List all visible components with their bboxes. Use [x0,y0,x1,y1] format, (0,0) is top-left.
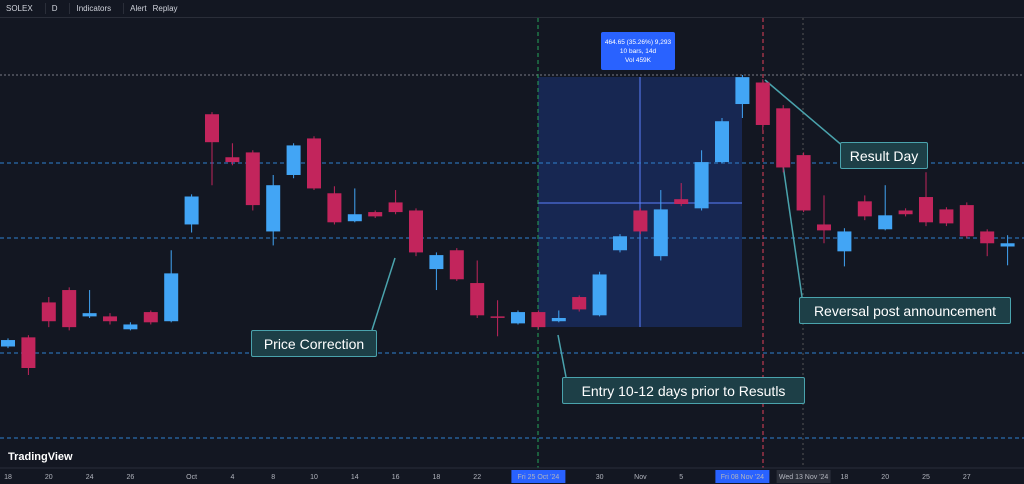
candle-body [837,231,852,252]
x-tick-label: Fri 25 Oct '24 [518,474,560,481]
candle-body [694,162,709,209]
x-tick-highlight [511,470,566,483]
candle-body [205,114,219,143]
candle-body [123,324,138,330]
candle-body [286,145,301,175]
candle-body [307,138,321,189]
callout-pointer [764,79,845,148]
x-tick-label: Nov [634,474,647,481]
candle-body [755,82,770,125]
annotation: Entry 10-12 days prior to Resutls [562,377,805,404]
x-tick-label: 20 [45,474,53,481]
candle-body [368,212,383,217]
x-tick-label: 24 [86,474,94,481]
candle-body [1,340,15,347]
candle-body [572,297,587,310]
x-tick-label: 30 [596,474,604,481]
callout-pointer [557,334,567,378]
symbol[interactable]: SOLEX [6,4,33,13]
alert-button[interactable]: Alert [130,4,147,13]
candle-body [62,290,77,328]
candle-body [347,214,362,222]
x-tick-label: Wed 13 Nov '24 [779,474,829,481]
separator [123,3,125,14]
candle-body [1000,243,1015,247]
callout-pointer [371,257,396,331]
x-tick-label: 18 [4,474,12,481]
x-tick-label: 26 [127,474,135,481]
candle-body [898,210,913,215]
candle-body [919,197,933,223]
candle-body [327,193,342,223]
x-tick-label: Oct [186,474,197,481]
candle-body [184,196,199,225]
candle-body [653,209,668,257]
candle-body [939,209,954,224]
measure-text: 464.65 (35.26%) 9,293 [604,38,672,46]
candle-body [817,224,831,231]
x-tick-label: 18 [433,474,441,481]
candle-body [409,210,423,253]
candle-body [715,121,729,163]
separator [44,3,46,14]
candle-body [41,302,56,322]
x-tick-highlight [715,470,770,483]
candle-body [633,210,648,232]
candle-body [796,155,811,211]
annotation: Result Day [840,142,928,169]
x-tick-label: 5 [679,474,683,481]
candle-body [470,283,485,316]
x-tick-label: 18 [841,474,849,481]
candle-body [857,201,872,217]
x-tick-label: 22 [473,474,481,481]
candle-body [103,316,117,322]
candle-body [143,312,158,323]
candle-body [959,205,974,237]
candle-body [490,316,505,318]
x-tick-label: 16 [392,474,400,481]
candle-body [449,250,464,280]
logo: TradingView [8,451,73,463]
candle-body [429,255,444,270]
measure-text: Vol 459K [624,56,652,64]
candle-body [735,77,750,105]
toolbar: SOLEX D Indicators Alert Replay [0,0,1024,18]
candle-body [980,231,995,244]
x-tick-label: Fri 08 Nov '24 [721,474,764,481]
annotation: Reversal post announcement [799,297,1011,324]
interval[interactable]: D [51,4,58,13]
x-tick-label: 4 [230,474,234,481]
candle-body [82,313,97,317]
candle-body [164,273,179,322]
x-tick-highlight [776,470,831,483]
replay-button[interactable]: Replay [152,4,178,13]
callout-pointer [782,164,803,298]
candle-body [245,152,260,206]
x-tick-label: 10 [310,474,318,481]
candle-body [266,185,281,232]
candle-body [225,157,240,163]
candle-body [531,312,546,328]
annotation: Price Correction [251,330,377,357]
x-tick-label: 20 [881,474,889,481]
x-tick-label: 14 [351,474,359,481]
measure-text: 10 bars, 14d [619,47,657,55]
candle-body [674,199,689,205]
x-tick-label: 8 [271,474,275,481]
candle-body [551,318,566,322]
x-tick-label: 27 [963,474,971,481]
candle-body [776,108,791,168]
separator [69,3,71,14]
candle-body [21,337,36,368]
candle-body [613,236,627,251]
candle-body [592,274,607,316]
candle-body [388,202,403,213]
candle-body [511,312,525,324]
indicators-button[interactable]: Indicators [76,4,112,13]
candle-body [878,215,893,230]
x-tick-label: 25 [922,474,930,481]
measure-label: 464.65 (35.26%) 9,293 10 bars, 14d Vol 4… [601,32,675,70]
